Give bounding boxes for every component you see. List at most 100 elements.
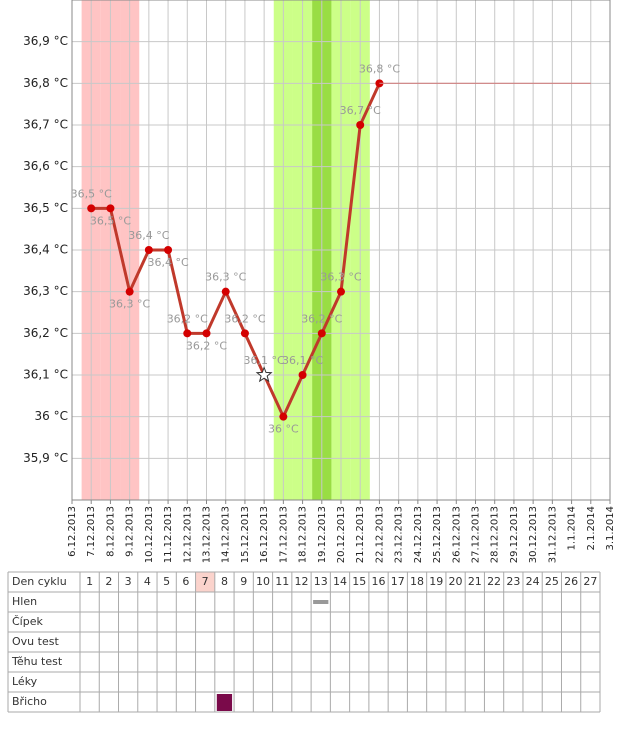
day-number: 4 — [144, 575, 151, 588]
highlight-cell — [195, 572, 215, 592]
y-tick-label: 36,4 °C — [23, 243, 68, 257]
data-label: 36,2 °C — [186, 339, 227, 352]
x-tick-label: 15.12.2013 — [240, 506, 251, 563]
data-label: 36,5 °C — [71, 187, 112, 200]
day-number: 18 — [410, 575, 424, 588]
x-tick-label: 30.12.2013 — [528, 506, 539, 563]
day-number: 21 — [468, 575, 482, 588]
x-tick-label: 17.12.2013 — [278, 506, 289, 563]
x-tick-label: 11.12.2013 — [163, 506, 174, 563]
row-label: Břicho — [12, 695, 47, 708]
day-number: 5 — [163, 575, 170, 588]
y-tick-label: 36 °C — [35, 409, 68, 423]
data-label: 36,3 °C — [109, 298, 150, 311]
x-tick-label: 14.12.2013 — [221, 506, 232, 563]
day-number: 19 — [429, 575, 443, 588]
data-label: 36,5 °C — [90, 214, 131, 227]
y-tick-label: 36,3 °C — [23, 284, 68, 298]
star-point — [255, 366, 273, 383]
plot-frame — [71, 0, 611, 501]
day-number: 24 — [526, 575, 540, 588]
data-label: 36,4 °C — [147, 256, 188, 269]
y-tick-label: 36,1 °C — [23, 368, 68, 382]
data-point — [183, 329, 192, 338]
data-label: 36,2 °C — [224, 312, 265, 325]
x-tick-label: 13.12.2013 — [202, 506, 213, 563]
data-point — [144, 246, 153, 254]
data-label: 36,3 °C — [320, 271, 361, 284]
data-point — [87, 204, 96, 213]
day-number: 8 — [221, 575, 228, 588]
day-number: 22 — [487, 575, 501, 588]
x-tick-label: 6.12.2013 — [67, 506, 78, 557]
data-label: 36,1 °C — [282, 354, 323, 367]
day-number: 10 — [256, 575, 270, 588]
data-point — [317, 329, 326, 338]
data-label: 36,7 °C — [340, 104, 381, 117]
x-tick-label: 12.12.2013 — [182, 506, 193, 563]
x-tick-label: 20.12.2013 — [336, 506, 347, 563]
x-tick-label: 8.12.2013 — [105, 506, 116, 557]
day-number: 15 — [352, 575, 366, 588]
y-tick-label: 35,9 °C — [23, 451, 68, 465]
day-number: 26 — [564, 575, 578, 588]
day-number: 7 — [202, 575, 209, 588]
x-tick-label: 22.12.2013 — [374, 506, 385, 563]
day-number: 20 — [449, 575, 463, 588]
x-tick-label: 3.1.2014 — [605, 506, 616, 551]
y-tick-label: 36,9 °C — [23, 34, 68, 48]
x-tick-label: 9.12.2013 — [125, 506, 136, 557]
data-label: 36,8 °C — [359, 62, 400, 75]
day-number: 2 — [105, 575, 112, 588]
day-number: 23 — [506, 575, 520, 588]
day-number: 12 — [294, 575, 308, 588]
day-number: 3 — [125, 575, 132, 588]
day-number: 6 — [182, 575, 189, 588]
x-tick-label: 18.12.2013 — [298, 506, 309, 563]
day-number: 9 — [240, 575, 247, 588]
temperature-line — [91, 82, 381, 421]
y-tick-label: 36,7 °C — [23, 118, 68, 132]
x-tick-label: 29.12.2013 — [509, 506, 520, 563]
day-number: 17 — [391, 575, 405, 588]
x-tick-label: 1.1.2014 — [567, 506, 578, 551]
x-tick-label: 25.12.2013 — [432, 506, 443, 563]
data-point — [125, 287, 134, 296]
y-tick-label: 36,6 °C — [23, 159, 68, 173]
data-point — [164, 246, 173, 254]
day-number: 13 — [314, 575, 328, 588]
row-label: Léky — [12, 675, 38, 688]
y-tick-label: 36,2 °C — [23, 326, 68, 340]
row-label: Těhu test — [11, 655, 63, 668]
data-point — [298, 371, 307, 379]
data-point — [279, 412, 288, 421]
x-tick-label: 27.12.2013 — [471, 506, 482, 563]
x-tick-label: 24.12.2013 — [413, 506, 424, 563]
data-label: 36,4 °C — [128, 229, 169, 242]
data-point — [337, 287, 345, 296]
day-number: 27 — [583, 575, 597, 588]
data-label: 36,1 °C — [244, 354, 285, 367]
day-number: 11 — [275, 575, 289, 588]
x-tick-label: 19.12.2013 — [317, 506, 328, 563]
mark-bar — [313, 600, 329, 604]
day-number: 14 — [333, 575, 347, 588]
x-tick-label: 31.12.2013 — [547, 506, 558, 563]
x-tick-label: 2.1.2014 — [586, 506, 597, 551]
data-label: 36 °C — [268, 423, 299, 436]
row-label: Den cyklu — [12, 575, 67, 588]
x-tick-label: 28.12.2013 — [490, 506, 501, 563]
mark-square — [216, 694, 233, 711]
row-label: Čípek — [12, 615, 43, 628]
data-point — [106, 204, 115, 213]
y-tick-label: 36,8 °C — [23, 76, 68, 90]
x-tick-label: 21.12.2013 — [355, 506, 366, 563]
data-label: 36,2 °C — [301, 312, 342, 325]
row-label: Ovu test — [12, 635, 59, 648]
data-label: 36,3 °C — [205, 271, 246, 284]
x-tick-label: 16.12.2013 — [259, 506, 270, 563]
x-tick-label: 26.12.2013 — [451, 506, 462, 563]
x-tick-label: 10.12.2013 — [144, 506, 155, 563]
data-point — [356, 121, 365, 129]
